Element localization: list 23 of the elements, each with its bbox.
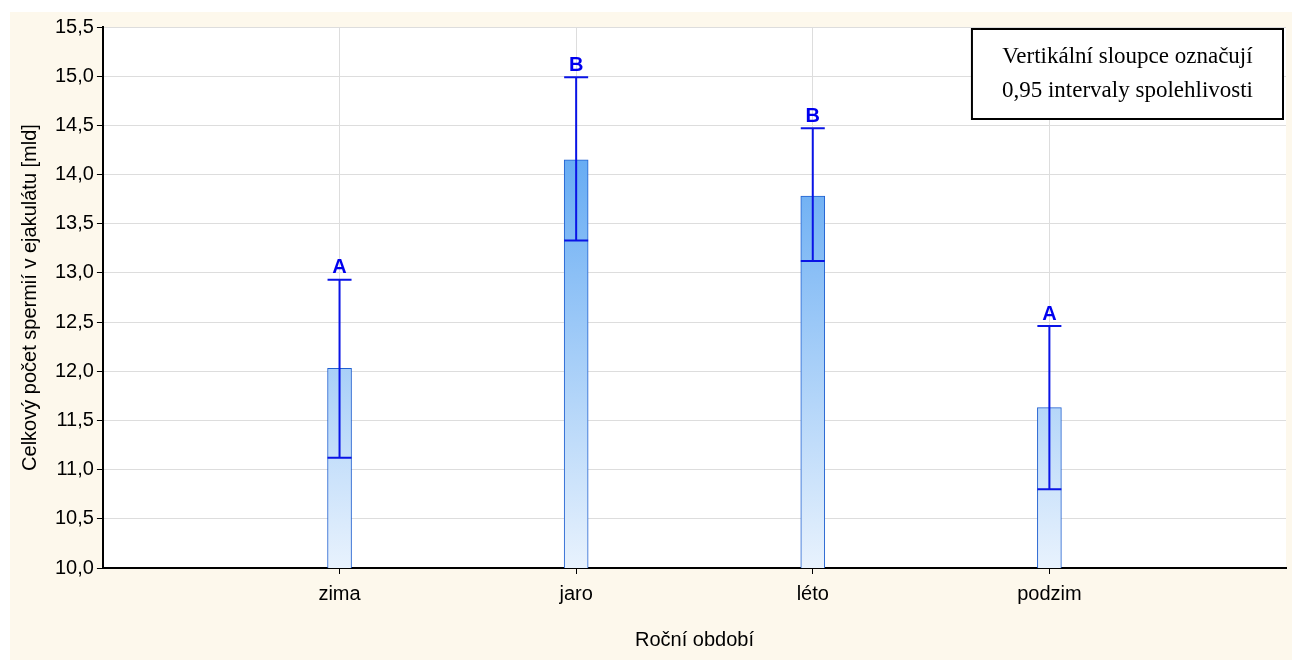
y-tick-label: 14,0 — [54, 162, 94, 185]
y-tick-label: 11,5 — [56, 407, 94, 430]
y-tick-label: 10,5 — [54, 506, 94, 529]
y-tick-label: 11,0 — [56, 457, 94, 480]
x-tick-label: zima — [318, 581, 362, 604]
annotation: B — [568, 52, 584, 75]
y-tick-label: 13,5 — [54, 211, 94, 234]
x-tick-label: léto — [796, 581, 829, 604]
y-tick-label: 12,0 — [54, 358, 94, 381]
y-tick-label: 13,0 — [54, 260, 94, 283]
annotation: A — [332, 255, 347, 278]
y-axis-title: Celkový počet spermií v ejakulátu [mld] — [17, 124, 40, 471]
y-tick-label: 14,5 — [54, 112, 94, 135]
x-tick-label: jaro — [558, 581, 593, 604]
y-tick-label: 15,5 — [54, 14, 94, 37]
y-tick-label: 10,0 — [54, 555, 94, 578]
y-tick-label: 15,0 — [54, 63, 94, 86]
x-tick-label: podzim — [1017, 581, 1082, 604]
y-tick-label: 12,5 — [54, 309, 94, 332]
annotation: B — [805, 103, 820, 126]
x-axis-title: Roční období — [634, 627, 755, 650]
annotation: A — [1042, 301, 1057, 324]
annotation: Vertikální sloupce označují 0,95 intervaly spolehlivosti — [1001, 43, 1254, 103]
